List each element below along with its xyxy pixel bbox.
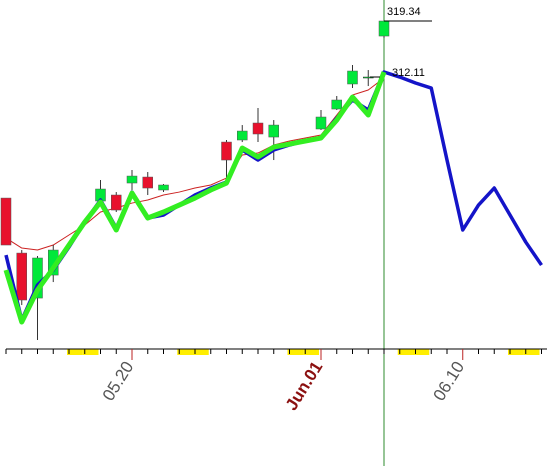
candle-body bbox=[126, 175, 138, 184]
weekend-band bbox=[508, 349, 524, 355]
weekend-band bbox=[82, 349, 99, 355]
weekend-band bbox=[523, 349, 540, 355]
line-series bbox=[3, 71, 387, 325]
weekend-band bbox=[193, 349, 209, 355]
candle-body bbox=[363, 76, 374, 79]
candle-body bbox=[221, 141, 232, 161]
weekend-band bbox=[413, 349, 430, 355]
weekend-band bbox=[177, 349, 193, 355]
weekend-band bbox=[287, 349, 304, 355]
weekend-band bbox=[397, 349, 414, 355]
candle-body bbox=[111, 194, 122, 211]
candle-body bbox=[252, 122, 264, 135]
weekend-band bbox=[303, 349, 319, 355]
weekend-bands bbox=[67, 349, 540, 355]
candle-body bbox=[347, 70, 358, 85]
candle-body bbox=[315, 116, 327, 130]
candle-body bbox=[237, 130, 248, 141]
candle-body bbox=[378, 20, 390, 37]
candle-body bbox=[16, 252, 27, 301]
weekend-band bbox=[67, 349, 83, 355]
annotation-label: 319.34 bbox=[387, 6, 421, 18]
annotation-label: 312.11 bbox=[392, 67, 425, 79]
candle-body bbox=[0, 197, 12, 246]
candle-body bbox=[268, 124, 279, 138]
candle-body bbox=[142, 176, 153, 189]
candle-body bbox=[158, 184, 169, 191]
candle-body bbox=[331, 99, 342, 110]
